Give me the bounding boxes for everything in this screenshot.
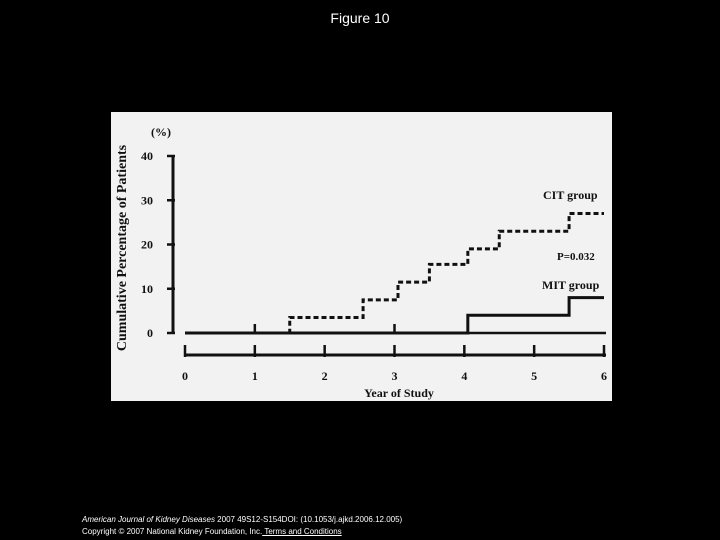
x-tick-label: 5 xyxy=(531,369,537,383)
legend-cit-label: CIT group xyxy=(543,188,598,202)
x-tick-label: 1 xyxy=(252,369,258,383)
citation-line: American Journal of Kidney Diseases 2007… xyxy=(82,514,402,526)
copyright-line: Copyright © 2007 National Kidney Foundat… xyxy=(82,526,402,538)
step-chart: 0 10 20 30 40 0 1 2 3 4 5 6 (%) Cumulative Percent… xyxy=(115,125,607,400)
x-axis-title: Year of Study xyxy=(364,386,434,400)
y-tick-label: 40 xyxy=(141,149,153,163)
x-tick-label: 6 xyxy=(601,369,607,383)
citation-block: American Journal of Kidney Diseases 2007… xyxy=(82,514,402,538)
y-tick-label: 30 xyxy=(141,193,153,207)
figure-title: Figure 10 xyxy=(330,10,390,26)
y-axis-title: Cumulative Percentage of Patients xyxy=(115,144,130,351)
y-tick-label: 10 xyxy=(141,282,153,296)
cit-group-line xyxy=(185,212,604,335)
x-tick-label: 3 xyxy=(392,369,398,383)
x-tick-label: 4 xyxy=(461,369,467,383)
legend-mit-label: MIT group xyxy=(542,278,600,292)
y-unit-label: (%) xyxy=(151,125,171,139)
terms-link[interactable]: Terms and Conditions xyxy=(262,527,342,536)
mit-group-line xyxy=(185,296,604,335)
journal-name: American Journal of Kidney Diseases xyxy=(82,515,215,524)
chart-panel: 0 10 20 30 40 0 1 2 3 4 5 6 (%) Cumulative Percent… xyxy=(111,112,612,401)
citation-details: 2007 49S12-S154DOI: (10.1053/j.ajkd.2006… xyxy=(214,515,403,524)
copyright-text: Copyright © 2007 National Kidney Foundat… xyxy=(82,527,263,536)
x-tick-label: 2 xyxy=(322,369,328,383)
y-tick-label: 20 xyxy=(141,238,153,252)
x-tick-label: 0 xyxy=(182,369,188,383)
y-tick-label: 0 xyxy=(147,326,153,340)
p-value-annotation: P=0.032 xyxy=(557,251,595,263)
